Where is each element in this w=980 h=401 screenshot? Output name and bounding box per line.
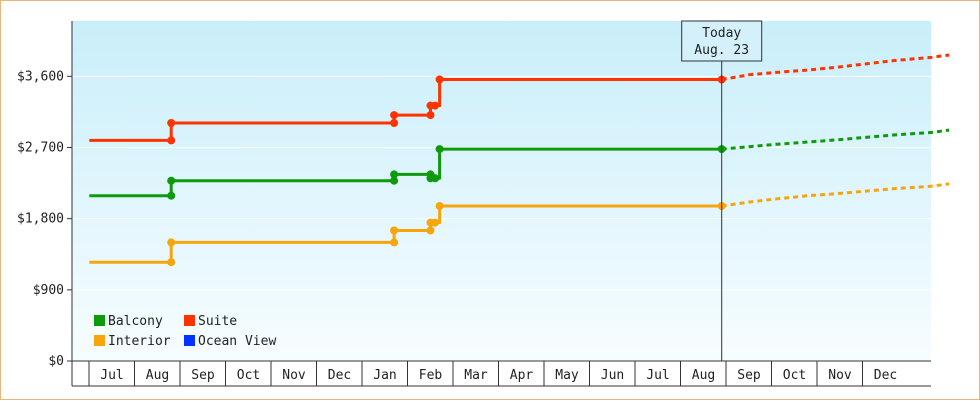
data-point [167,136,176,145]
x-tick-label: Nov [828,368,852,383]
today-box [681,20,763,62]
x-axis: Jul Aug Sep Oct Nov Dec Jan Feb Mar Apr May Jun Jul A… [71,360,931,387]
data-point [390,170,399,179]
x-tick-label: Jun [601,368,624,383]
x-tick-label: Jul [100,368,123,383]
legend-label: Suite [198,314,237,329]
legend-label: Interior [108,334,171,349]
data-point [426,226,435,235]
data-point [390,238,399,247]
y-gridlines [72,75,931,291]
legend-swatch [184,315,195,326]
y-axis: $0 $900 $1,800 $2,700 $3,600 [17,21,73,369]
data-point [435,202,444,210]
legend: Balcony Suite Interior Ocean View [94,314,276,349]
series-forecast-line [721,182,950,208]
data-point [431,174,440,183]
legend-swatch [94,315,105,326]
x-tick-label: Jan [373,368,396,383]
data-point [167,238,176,247]
series-forecast-line [721,128,950,151]
x-tick-label: Aug [692,368,715,383]
data-point [167,191,176,200]
x-tick-label: May [555,368,579,383]
x-tick-label: Nov [282,368,306,383]
data-point [435,75,444,84]
legend-swatch [94,335,105,346]
today-date: Aug. 23 [694,43,749,58]
x-tick-label: Oct [237,368,260,383]
series-line [89,147,722,198]
y-tick-label: $3,600 [17,69,64,84]
legend-item: Balcony [94,314,163,329]
legend-item: Suite [184,314,237,329]
data-point [431,101,440,110]
series-forecast-line [721,53,950,81]
series-balcony [89,128,950,200]
data-point [167,119,176,127]
data-point [167,176,176,185]
x-tick-label: Dec [874,368,897,383]
x-tick-label: Apr [510,368,534,383]
legend-swatch [184,335,195,346]
data-point [390,226,399,235]
legend-item: Ocean View [184,334,276,349]
x-tick-label: Sep [737,368,761,383]
data-point [390,111,399,120]
series-line [89,78,722,142]
data-point [431,218,440,227]
data-point [390,176,399,185]
today-label: Today [702,26,741,41]
x-tick-label: Sep [191,368,215,383]
data-point [426,111,435,120]
y-tick-label: $1,800 [17,212,64,227]
legend-item: Interior [94,334,171,349]
today-marker: Today Aug. 23 [681,20,763,361]
y-tick-label: $900 [33,283,64,298]
legend-label: Ocean View [198,334,276,349]
y-tick-label: $0 [48,354,64,369]
series-line [89,204,722,264]
x-tick-label: Dec [328,368,351,383]
data-point [435,145,444,154]
series-lines [89,53,950,267]
x-tick-label: Jul [646,368,669,383]
x-tick-label: Aug [146,368,169,383]
series-interior [89,182,950,267]
x-tick-label: Oct [783,368,806,383]
data-point [390,119,399,127]
x-tick-label: Mar [464,368,488,383]
y-tick-label: $2,700 [17,141,64,156]
plot-area [72,21,931,361]
legend-label: Balcony [108,314,163,329]
x-tick-label: Feb [419,368,443,383]
data-point [167,258,176,267]
series-suite [89,53,950,145]
